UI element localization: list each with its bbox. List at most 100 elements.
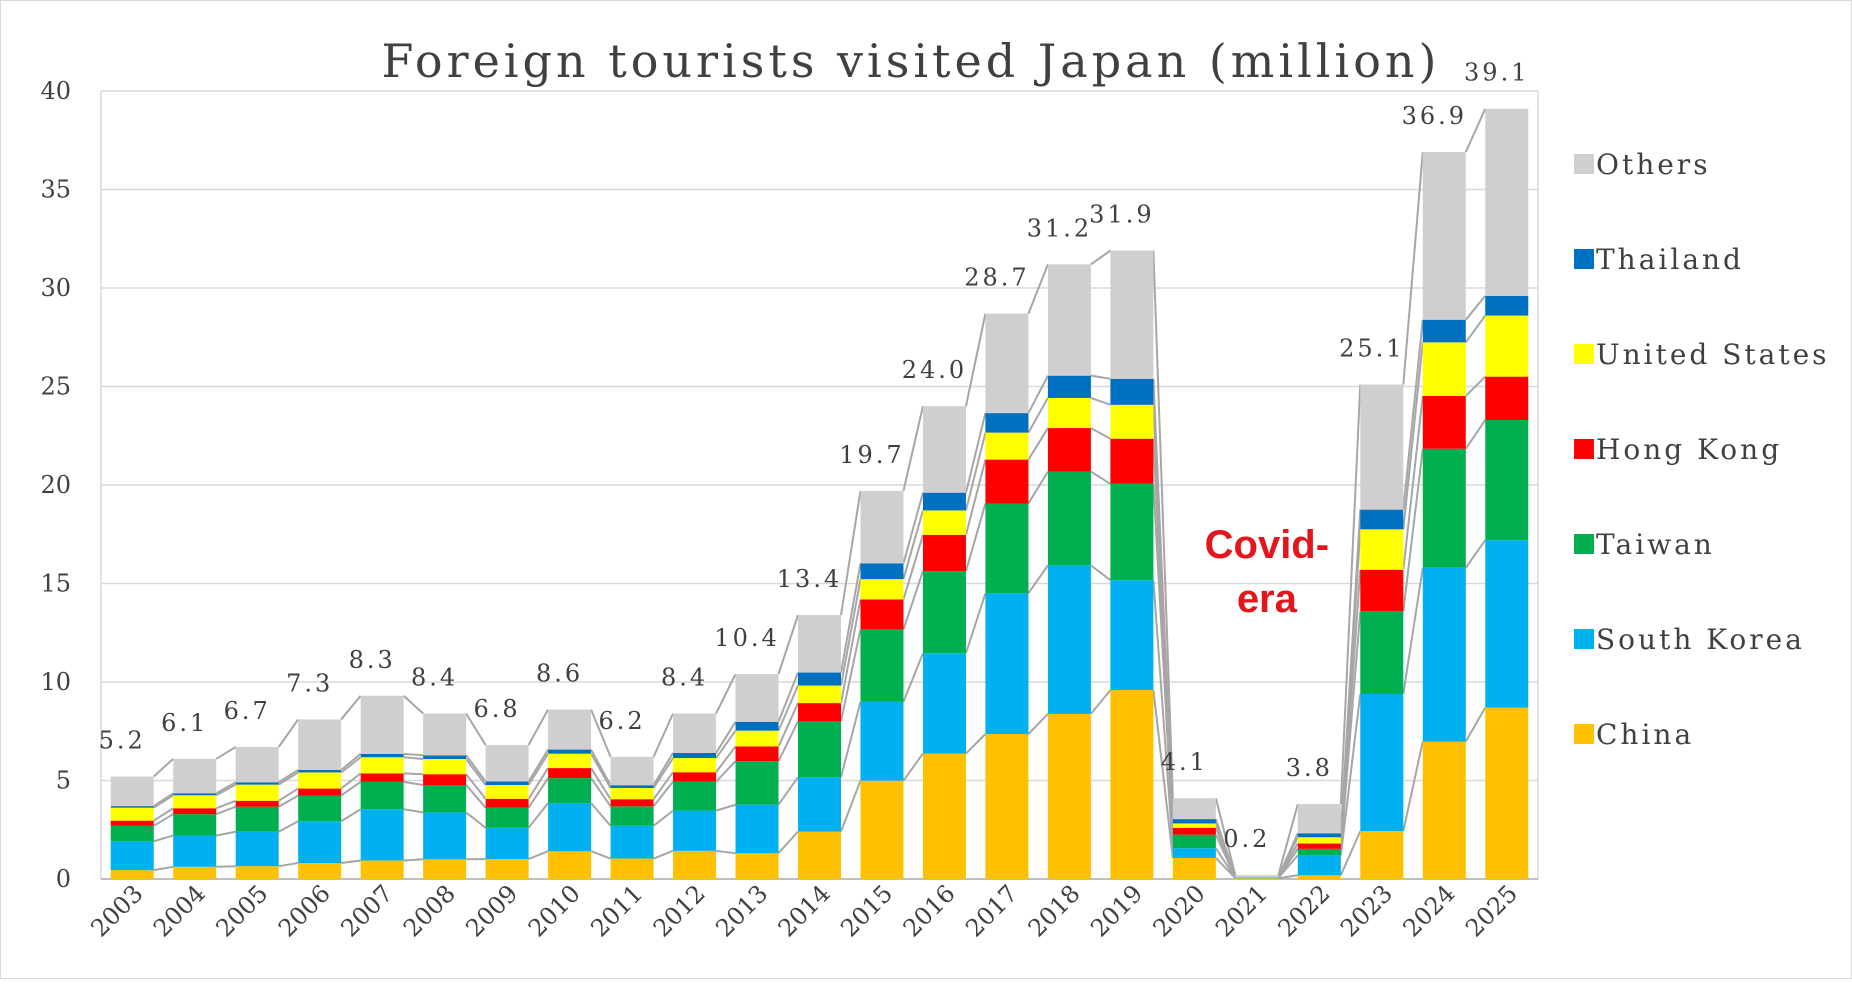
- connector-taiwan-2024: [1466, 420, 1485, 449]
- bar-united-states-2014: [798, 686, 841, 704]
- connector-united-states-2024: [1466, 316, 1485, 343]
- total-label-2014: 13.4: [777, 565, 842, 593]
- connector-china-2012: [716, 851, 735, 853]
- legend-label-others: Others: [1596, 148, 1711, 181]
- bar-china-2018: [1048, 714, 1091, 879]
- bar-china-2015: [860, 781, 903, 879]
- connector-united-states-2012: [716, 731, 735, 758]
- connector-thailand-2015: [903, 493, 922, 564]
- bar-hong-kong-2022: [1298, 844, 1341, 849]
- y-tick-label: 35: [40, 176, 71, 204]
- bar-thailand-2015: [860, 563, 903, 579]
- connector-south-korea-2014: [841, 702, 860, 777]
- bar-taiwan-2018: [1048, 472, 1091, 566]
- bar-south-korea-2007: [361, 809, 404, 860]
- bar-thailand-2017: [985, 413, 1028, 433]
- total-label-2009: 6.8: [474, 695, 521, 723]
- bar-united-states-2012: [673, 758, 716, 772]
- total-label-2016: 24.0: [902, 356, 967, 384]
- connector-others-2003: [154, 759, 173, 777]
- bar-united-states-2024: [1423, 342, 1466, 396]
- bar-thailand-2011: [611, 785, 654, 788]
- connector-taiwan-2012: [716, 761, 735, 781]
- bar-others-2006: [298, 719, 341, 769]
- connector-south-korea-2008: [466, 812, 485, 827]
- connector-others-2015: [903, 406, 922, 491]
- legend-swatch-south-korea: [1574, 629, 1594, 649]
- bar-united-states-2015: [860, 579, 903, 599]
- total-label-2010: 8.6: [536, 660, 583, 688]
- bar-china-2023: [1360, 831, 1403, 879]
- bar-thailand-2018: [1048, 376, 1091, 398]
- x-tick-label-2014: 2014: [773, 879, 836, 942]
- bar-south-korea-2018: [1048, 565, 1091, 714]
- x-tick-label-2012: 2012: [648, 879, 711, 942]
- bar-united-states-2017: [985, 433, 1028, 460]
- bar-thailand-2008: [423, 755, 466, 759]
- bar-south-korea-2020: [1173, 848, 1216, 858]
- bar-china-2008: [423, 859, 466, 879]
- connector-south-korea-2006: [341, 809, 360, 821]
- bar-others-2009: [486, 745, 529, 781]
- bar-thailand-2019: [1110, 379, 1153, 405]
- connector-south-korea-2009: [529, 803, 548, 828]
- total-label-2006: 7.3: [286, 669, 333, 697]
- connector-south-korea-2018: [1091, 565, 1110, 580]
- connector-others-2018: [1091, 251, 1110, 265]
- bar-china-2019: [1110, 690, 1153, 879]
- bar-taiwan-2013: [736, 761, 779, 805]
- bar-united-states-2016: [923, 510, 966, 534]
- x-tick-label-2016: 2016: [898, 879, 961, 942]
- bar-others-2008: [423, 714, 466, 756]
- total-label-2019: 31.9: [1089, 201, 1154, 229]
- covid-era-line-1: Covid-: [1205, 523, 1329, 567]
- bar-china-2016: [923, 754, 966, 879]
- bar-united-states-2003: [111, 808, 154, 821]
- bar-others-2024: [1423, 152, 1466, 320]
- bar-hong-kong-2008: [423, 774, 466, 785]
- total-label-2015: 19.7: [839, 441, 904, 469]
- chart-title: Foreign tourists visited Japan (million): [382, 34, 1441, 88]
- connector-south-korea-2003: [154, 835, 173, 841]
- connector-united-states-2007: [404, 757, 423, 759]
- connector-others-2016: [966, 314, 985, 407]
- connector-others-2017: [1028, 264, 1047, 313]
- bar-united-states-2011: [611, 788, 654, 799]
- total-label-2007: 8.3: [349, 646, 396, 674]
- bar-thailand-2012: [673, 753, 716, 758]
- connector-others-2011: [654, 714, 673, 757]
- bar-south-korea-2012: [673, 811, 716, 851]
- bar-hong-kong-2019: [1110, 439, 1153, 484]
- bar-united-states-2010: [548, 754, 591, 768]
- connector-china-2014: [841, 781, 860, 832]
- connector-taiwan-2015: [903, 571, 922, 629]
- connector-china-2005: [279, 863, 298, 866]
- bar-united-states-2008: [423, 759, 466, 774]
- bar-others-2004: [173, 759, 216, 793]
- x-tick-label-2003: 2003: [85, 879, 148, 942]
- connector-thailand-2012: [716, 722, 735, 753]
- bar-thailand-2009: [486, 781, 529, 785]
- bar-others-2010: [548, 710, 591, 750]
- total-label-2023: 25.1: [1339, 335, 1404, 363]
- total-label-2004: 6.1: [161, 709, 208, 737]
- bar-china-2011: [611, 859, 654, 879]
- x-tick-label-2008: 2008: [398, 879, 461, 942]
- connector-china-2018: [1091, 690, 1110, 714]
- connector-china-2009: [529, 851, 548, 859]
- bar-taiwan-2005: [236, 807, 279, 832]
- legend-label-thailand: Thailand: [1596, 243, 1744, 276]
- covid-era-line-2: era: [1237, 577, 1298, 621]
- bar-south-korea-2003: [111, 841, 154, 870]
- connector-hong-kong-2017: [1028, 428, 1047, 460]
- x-tick-label-2004: 2004: [148, 879, 211, 942]
- connector-united-states-2011: [654, 758, 673, 788]
- bar-hong-kong-2025: [1485, 377, 1528, 420]
- bar-others-2022: [1298, 804, 1341, 833]
- bar-others-2025: [1485, 109, 1528, 296]
- x-tick-label-2005: 2005: [210, 879, 273, 942]
- bar-south-korea-2009: [486, 828, 529, 859]
- bar-hong-kong-2007: [361, 773, 404, 781]
